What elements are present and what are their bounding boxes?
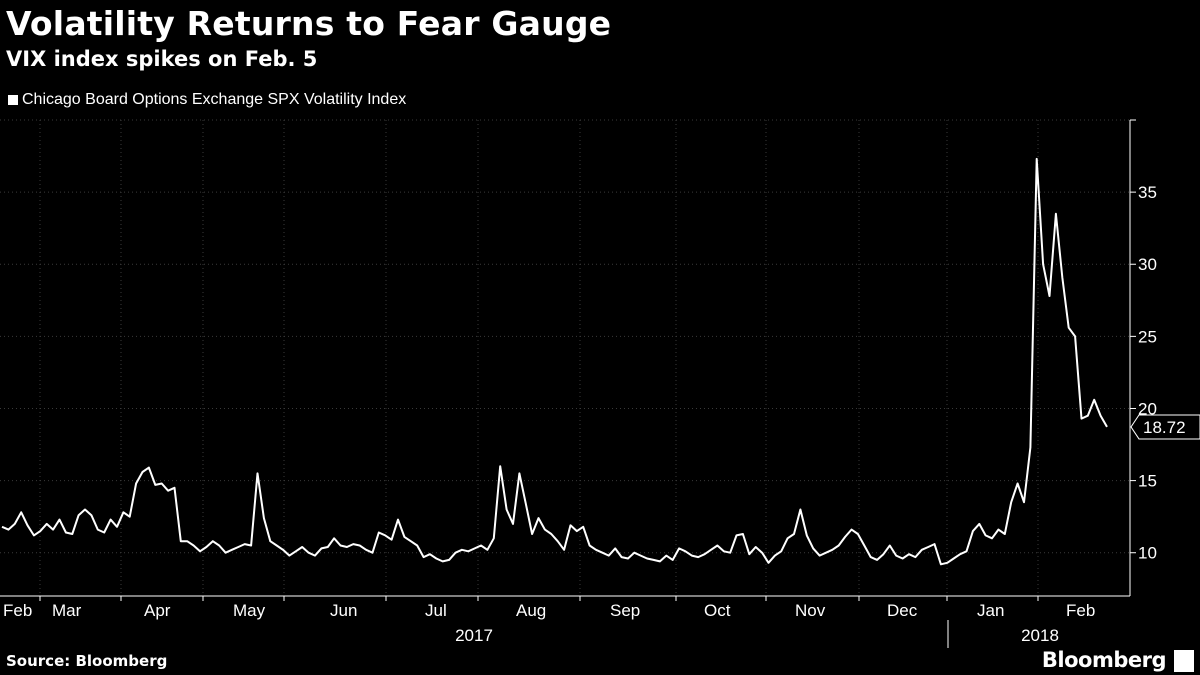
x-tick-label: Oct — [704, 601, 731, 620]
legend-label: Chicago Board Options Exchange SPX Volat… — [22, 91, 407, 108]
x-tick-label: Aug — [516, 601, 546, 620]
x-tick-label: Jan — [977, 601, 1004, 620]
chart-title: Volatility Returns to Fear Gauge — [6, 4, 612, 43]
bloomberg-logo: Bloomberg — [1041, 648, 1167, 672]
y-tick-label: 20 — [1138, 399, 1157, 418]
x-tick-label: Apr — [144, 601, 171, 620]
chart-subtitle: VIX index spikes on Feb. 5 — [6, 47, 318, 71]
last-value-tag — [1130, 414, 1200, 440]
x-tick-label: Jun — [330, 601, 357, 620]
x-tick-label: Jul — [425, 601, 447, 620]
x-tick-label: Feb — [3, 601, 32, 620]
y-tick-label: 10 — [1138, 544, 1157, 563]
x-tick-label: Dec — [887, 601, 918, 620]
logo-mark-icon — [1174, 650, 1194, 672]
x-tick-label: Sep — [610, 601, 640, 620]
y-tick-label: 30 — [1138, 255, 1157, 274]
y-tick-label: 35 — [1138, 183, 1157, 202]
x-tick-label: Nov — [795, 601, 826, 620]
y-tick-label: 25 — [1138, 327, 1157, 346]
x-tick-label: Feb — [1066, 601, 1095, 620]
x-tick-label: May — [233, 601, 266, 620]
source-note: Source: Bloomberg — [6, 652, 168, 670]
year-label: 2017 — [455, 626, 493, 645]
legend-swatch — [8, 95, 18, 105]
series-line — [1, 157, 1108, 566]
y-tick-label: 15 — [1138, 472, 1157, 491]
legend: Chicago Board Options Exchange SPX Volat… — [8, 91, 406, 109]
last-value-label: 18.72 — [1143, 418, 1186, 437]
year-label: 2018 — [1021, 626, 1059, 645]
x-tick-label: Mar — [52, 601, 82, 620]
